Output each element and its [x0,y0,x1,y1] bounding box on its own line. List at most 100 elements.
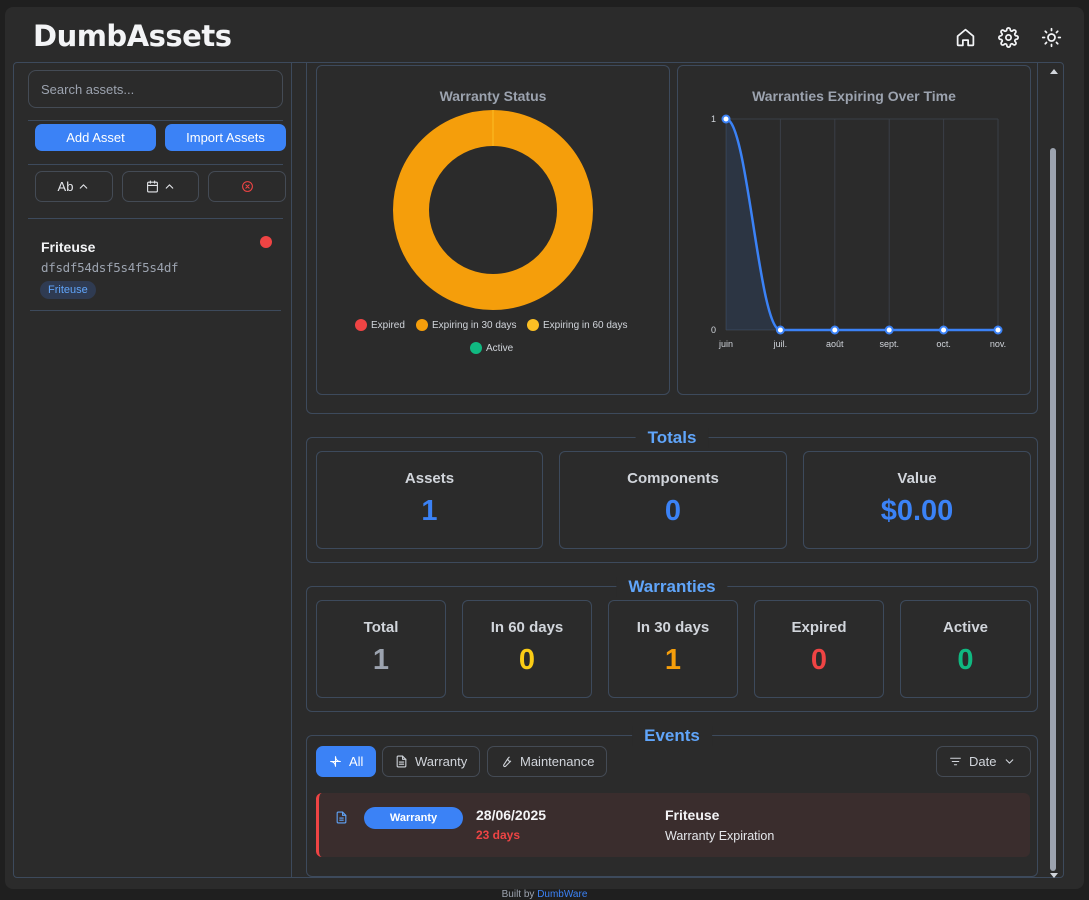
clear-filters-button[interactable] [208,171,286,202]
donut-slice-expiring-30 [393,110,593,310]
card-value: 0 [518,644,536,676]
warranty-60-days-card[interactable]: In 60 days 0 [462,600,592,698]
card-label: Value [897,470,937,487]
wrench-icon [503,756,512,768]
warranty-status-chart: Warranty Status Expired Expiring in 30 d… [316,65,670,395]
warranty-expired-card[interactable]: Expired 0 [754,600,884,698]
warranty-active-card[interactable]: Active 0 [900,600,1031,698]
data-point [721,114,731,124]
asset-tag[interactable]: Friteuse [40,281,96,299]
filter-all-button[interactable]: All [316,746,377,777]
event-row[interactable]: Warranty 28/06/2025 23 days Friteuse War… [316,793,1030,857]
warranty-30-days-card[interactable]: In 30 days 1 [608,600,738,698]
legend-label: Expired [371,319,405,331]
sort-name-label: Ab [57,179,74,194]
card-label: Components [627,470,719,487]
settings-button[interactable] [998,27,1019,48]
dashboard: Warranty Status Expired Expiring in 30 d… [296,63,1038,877]
y-tick-label: 1 [711,114,716,124]
filter-warranty-button[interactable]: Warranty [382,746,481,777]
card-label: Expired [791,619,847,636]
document-icon [396,755,407,768]
event-type-badge: Warranty [364,807,463,829]
card-label: In 30 days [636,619,710,636]
card-value: 1 [372,644,390,676]
content-frame [13,62,1064,878]
footer: Built by DumbWare [0,889,1089,900]
x-tick-label: sept. [879,339,899,349]
legend-swatch [355,319,367,331]
gear-icon [998,27,1019,48]
sparkle-icon [330,756,341,767]
add-asset-button[interactable]: Add Asset [35,124,156,151]
chart-title: Warranties Expiring Over Time [752,88,956,104]
sort-by-name-button[interactable]: Ab [35,171,113,202]
legend-label: Active [486,342,514,354]
x-tick-label: oct. [936,339,951,349]
section-title: Totals [635,428,709,448]
footer-text: Built by [501,889,538,900]
legend-item-expiring-30[interactable]: Expiring in 30 days [416,319,517,331]
legend-item-active[interactable]: Active [470,342,513,354]
event-days-remaining: 23 days [476,828,521,842]
app-title: DumbAssets [33,19,232,53]
filter-maintenance-button[interactable]: Maintenance [487,746,608,777]
value-total-card: Value $0.00 [803,451,1031,549]
x-tick-label: nov. [990,339,1006,349]
components-total-card: Components 0 [559,451,787,549]
y-tick-label: 0 [711,325,716,335]
legend-item-expiring-60[interactable]: Expiring in 60 days [527,319,628,331]
card-label: Active [942,619,989,636]
data-point [830,325,840,335]
card-label: In 60 days [490,619,564,636]
divider [28,164,283,165]
legend-item-expired[interactable]: Expired [355,319,405,331]
card-value: 0 [810,644,828,676]
warranty-total-card[interactable]: Total 1 [316,600,446,698]
sort-by-date-button[interactable] [122,171,199,202]
import-assets-button[interactable]: Import Assets [165,124,286,151]
x-tick-label: juin [718,339,733,349]
sort-date-dropdown[interactable]: Date [936,746,1031,777]
divider [28,218,283,219]
card-value: 0 [957,644,974,676]
data-point [884,325,894,335]
legend-swatch [527,319,539,331]
filter-label: Warranty [415,754,468,769]
scroll-up-arrow-icon[interactable] [1050,69,1058,75]
section-title: Warranties [616,577,728,597]
theme-toggle-button[interactable] [1041,27,1062,48]
area-fill [726,119,998,330]
scrollbar-thumb[interactable] [1050,148,1056,871]
assets-total-card: Assets 1 [316,451,543,549]
data-point [939,325,949,335]
warranties-section: Warranties Total 1 In 60 days 0 In 30 da… [306,577,1038,712]
status-dot [260,236,272,248]
legend-swatch [416,319,428,331]
donut-chart [393,110,593,310]
section-title: Events [632,726,712,746]
sun-icon [1041,27,1062,48]
asset-list-item[interactable]: Friteuse dfsdf54dsf5s4f5s4df Friteuse [30,223,281,311]
chart-title: Warranty Status [439,88,547,104]
sidebar: Add Asset Import Assets Ab Friteuse dfsd… [14,63,292,877]
scroll-down-arrow-icon[interactable] [1050,873,1058,879]
search-input[interactable] [28,70,283,108]
warranties-timeline-chart: Warranties Expiring Over Time 0 1 juin juil… [677,65,1031,395]
event-date: 28/06/2025 [476,807,547,823]
data-point [775,325,785,335]
filter-label: Maintenance [520,754,595,769]
sort-label: Date [969,754,997,769]
events-section: Events All Warranty Maintenance Date War… [306,726,1038,877]
x-tick-label: juil. [773,339,788,349]
footer-link[interactable]: DumbWare [537,889,588,900]
asset-serial: dfsdf54dsf5s4f5s4df [41,260,179,275]
home-button[interactable] [955,27,976,48]
charts-section: Warranty Status Expired Expiring in 30 d… [306,63,1038,414]
document-icon [336,811,347,824]
event-description: Warranty Expiration [665,829,775,843]
legend-label: Expiring in 60 days [543,319,628,331]
scrollbar[interactable] [1044,63,1063,879]
totals-section: Totals Assets 1 Components 0 Value $0.00 [306,428,1038,563]
calendar-icon [146,180,158,193]
